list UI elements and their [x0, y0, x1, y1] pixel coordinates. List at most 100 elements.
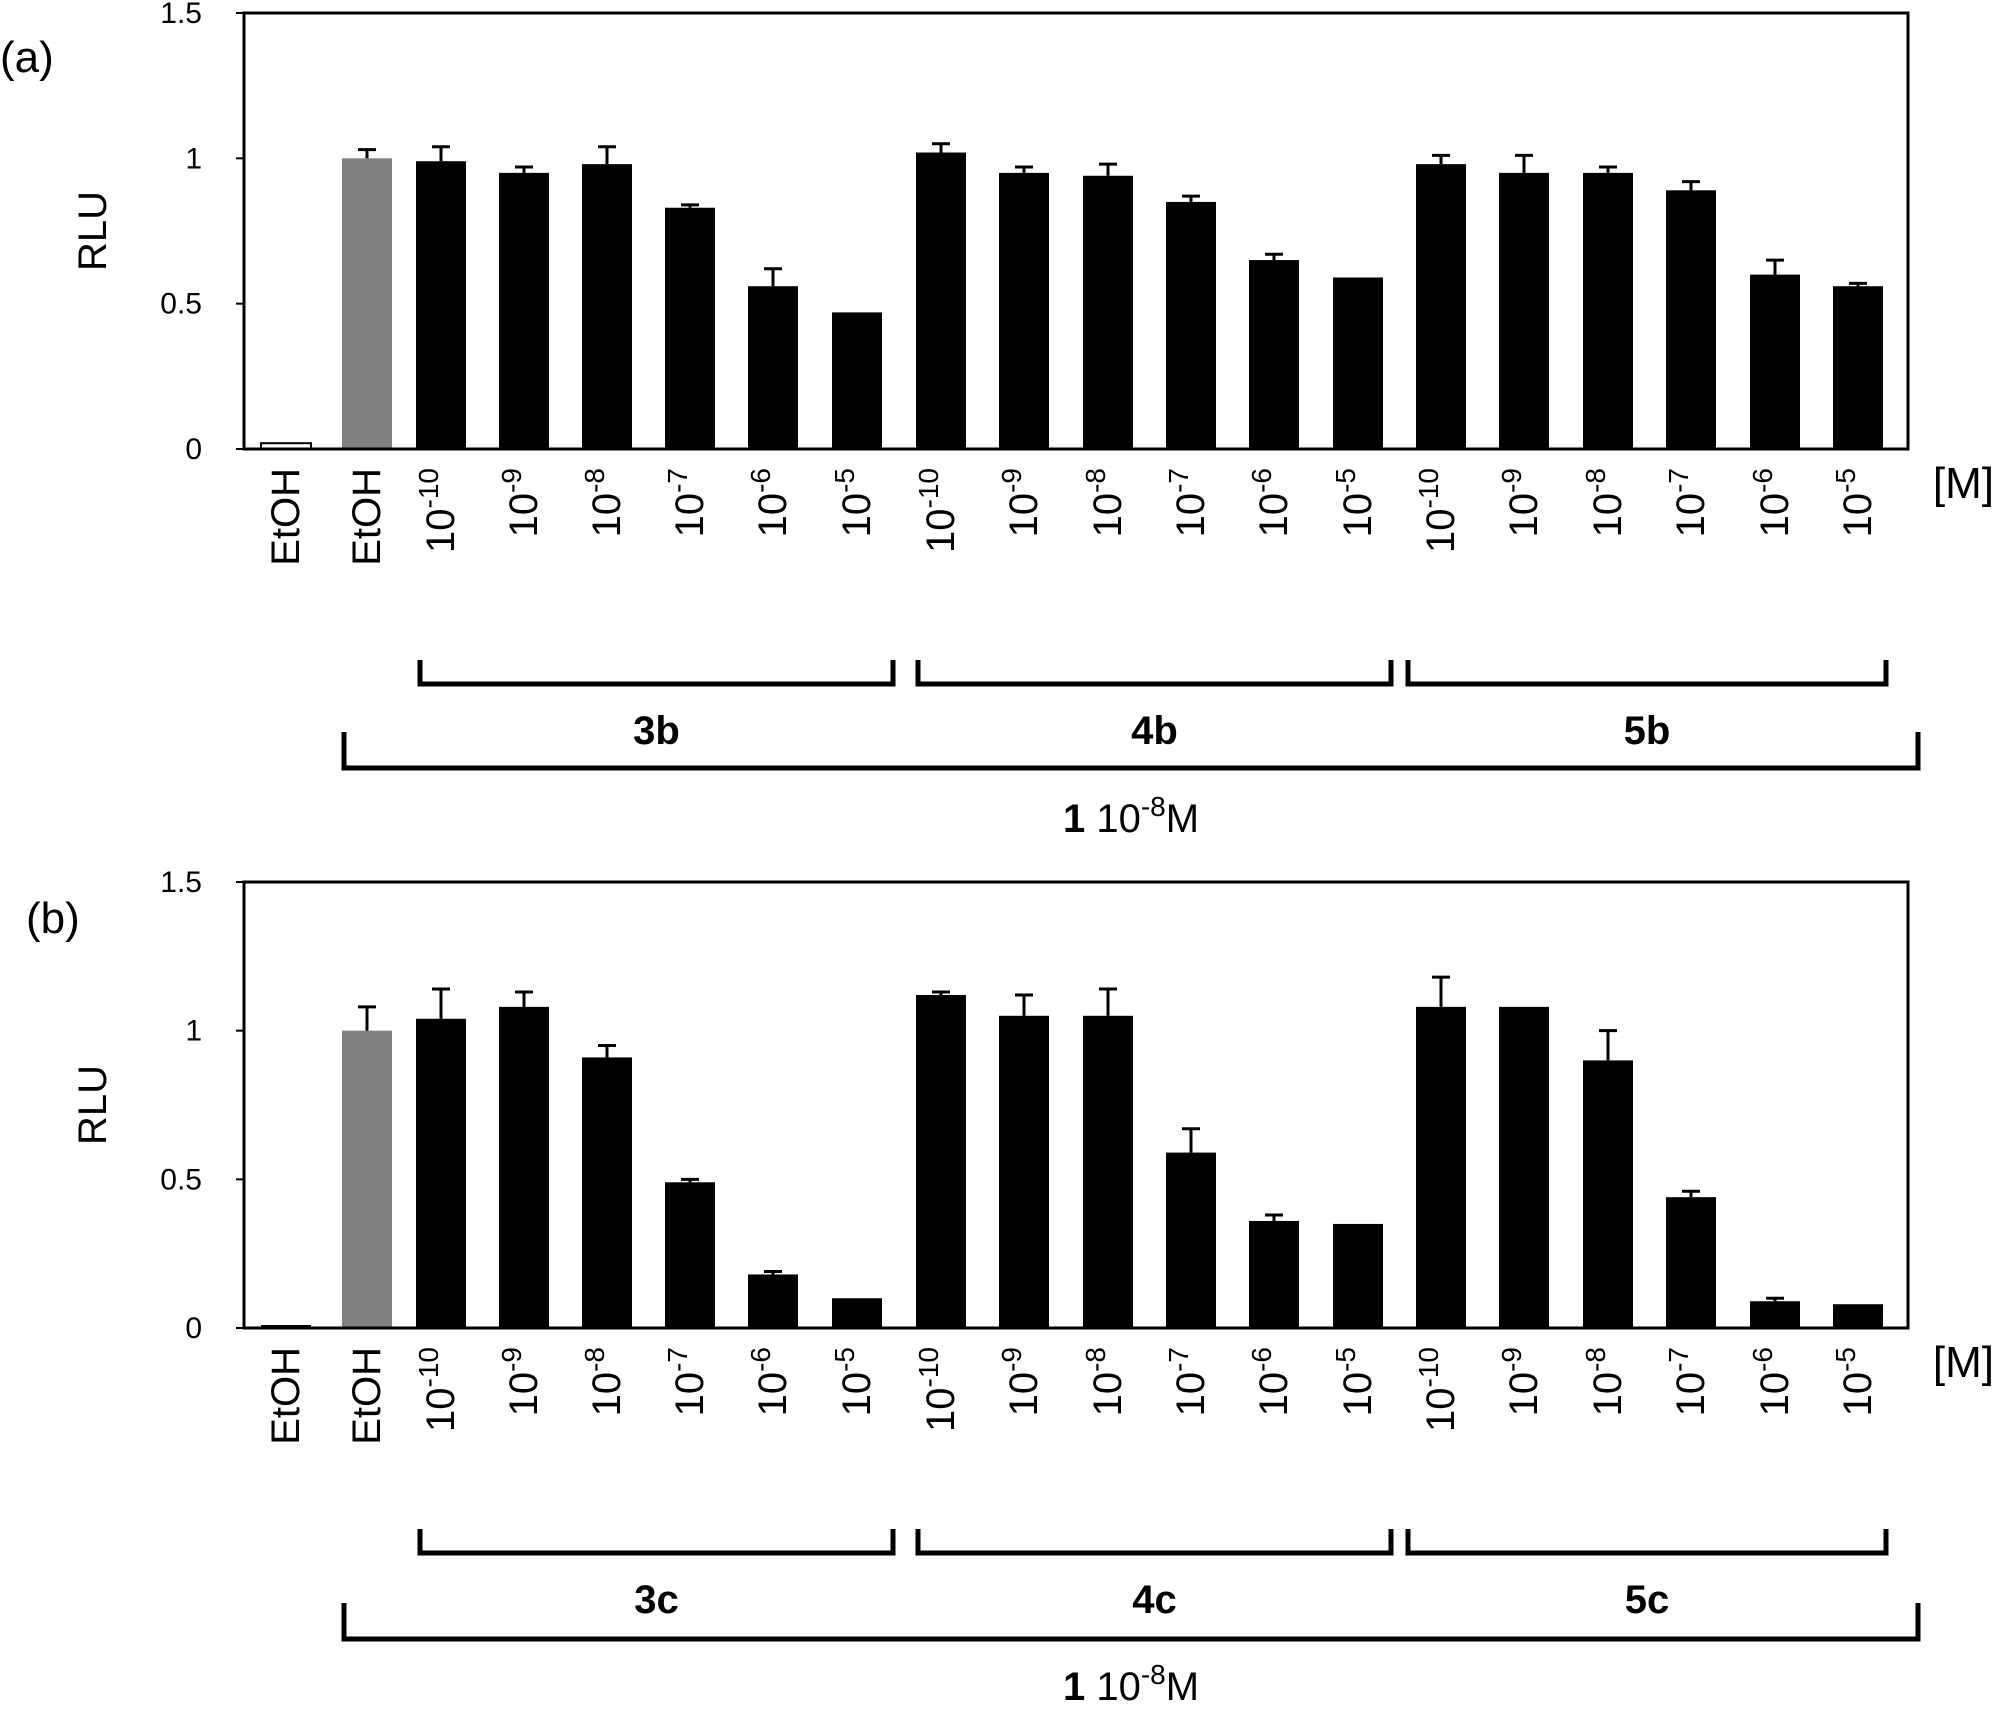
bar [1666, 1197, 1716, 1328]
x-tick-exponent: -5 [1330, 468, 1361, 493]
bar [416, 161, 466, 450]
x-tick-base: 10 [1086, 493, 1130, 538]
x-tick-exponent: -10 [913, 1347, 944, 1387]
bar [1666, 190, 1716, 449]
x-tick-base: 10 [1169, 493, 1213, 538]
y-axis-label: RLU [71, 191, 115, 271]
x-tick-base: EtOH [345, 468, 389, 566]
bar [1833, 1304, 1883, 1328]
plot-frame [242, 11, 1910, 451]
x-tick-base: 10 [919, 508, 963, 553]
x-tick-label: 10-8 [1080, 468, 1130, 537]
group-bracket [417, 1529, 896, 1556]
bar [499, 1006, 549, 1328]
x-tick-base: 10 [585, 493, 629, 538]
x-tick-label: EtOH [345, 468, 389, 566]
x-tick-base: 10 [751, 493, 795, 538]
bar [916, 994, 966, 1328]
x-tick-base: 10 [1502, 493, 1546, 538]
x-tick-label: 10-5 [1830, 1347, 1880, 1416]
x-tick-exponent: -7 [1163, 1347, 1194, 1372]
x-tick-exponent: -8 [579, 1347, 610, 1372]
x-tick-label: 10-8 [579, 468, 629, 537]
group-label: 5c [1625, 1578, 1670, 1622]
x-tick-label: 10-6 [1246, 1347, 1296, 1416]
group-bracket [915, 660, 1394, 687]
outer-group-unit: M [1166, 797, 1199, 841]
y-tick-label: 0.5 [160, 1163, 202, 1196]
x-tick-label: 10-10 [413, 1347, 463, 1432]
x-tick-base: EtOH [264, 1347, 308, 1445]
x-tick-label: 10-7 [662, 1347, 712, 1416]
x-tick-label: 10-5 [1830, 468, 1880, 537]
bar [916, 152, 966, 449]
x-tick-exponent: -7 [1663, 1347, 1694, 1372]
x-tick-base: 10 [835, 493, 879, 538]
x-tick-exponent: -8 [1080, 1347, 1111, 1372]
bar [1750, 274, 1800, 449]
bar [999, 1015, 1049, 1328]
bar [1416, 164, 1466, 449]
x-tick-label: 10-10 [913, 468, 963, 553]
bar [1499, 172, 1549, 449]
group-bracket [417, 660, 896, 687]
bar [1083, 175, 1133, 450]
x-tick-label: 10-10 [913, 1347, 963, 1432]
x-tick-base: 10 [668, 493, 712, 538]
x-tick-exponent: -6 [1747, 1347, 1778, 1372]
bar [1583, 172, 1633, 449]
x-tick-base: 10 [502, 1372, 546, 1417]
x-tick-label: 10-5 [1330, 1347, 1380, 1416]
x-tick-exponent: -10 [1413, 1347, 1444, 1387]
outer-group-compound: 1 [1063, 1665, 1085, 1709]
x-tick-base: 10 [835, 1372, 879, 1417]
x-tick-label: 10-6 [745, 468, 795, 537]
bar [748, 1274, 798, 1328]
x-tick-label: 10-9 [996, 468, 1046, 537]
bar [582, 1057, 632, 1328]
outer-group-conc-exponent: -8 [1141, 791, 1166, 822]
x-tick-label: 10-9 [496, 468, 546, 537]
x-tick-exponent: -8 [1580, 468, 1611, 493]
x-tick-exponent: -5 [1830, 468, 1861, 493]
x-tick-label: 10-10 [1413, 468, 1463, 553]
x-tick-base: 10 [1252, 493, 1296, 538]
group-label: 4b [1131, 709, 1178, 753]
outer-group-conc-base: 10 [1085, 797, 1141, 841]
x-tick-base: 10 [1669, 493, 1713, 538]
x-tick-exponent: -6 [1246, 468, 1277, 493]
bar [1249, 1220, 1299, 1328]
x-tick-base: 10 [1002, 1372, 1046, 1417]
x-tick-base: 10 [751, 1372, 795, 1417]
group-label: 5b [1624, 709, 1671, 753]
x-tick-base: 10 [1586, 493, 1630, 538]
x-tick-exponent: -9 [996, 1347, 1027, 1372]
bar [1750, 1301, 1800, 1328]
bar [1166, 201, 1216, 449]
x-tick-exponent: -7 [662, 1347, 693, 1372]
x-tick-label: 10-8 [579, 1347, 629, 1416]
x-tick-base: 10 [419, 508, 463, 553]
group-label: 4c [1132, 1578, 1177, 1622]
x-tick-exponent: -6 [1246, 1347, 1277, 1372]
unit-label: [M] [1933, 459, 1994, 508]
bar [665, 1182, 715, 1328]
group-bracket [915, 1529, 1394, 1556]
x-tick-base: 10 [668, 1372, 712, 1417]
bar [1333, 277, 1383, 449]
bar [1833, 286, 1883, 449]
y-tick-label: 1 [185, 142, 202, 175]
bar [342, 1030, 392, 1328]
x-tick-label: 10-5 [829, 468, 879, 537]
x-tick-label: 10-7 [1663, 468, 1713, 537]
outer-group-bracket [341, 1603, 1921, 1642]
y-tick-label: 0.5 [160, 288, 202, 321]
outer-group-label: 1 10-8M [1063, 1659, 1199, 1709]
y-tick-label: 1.5 [160, 866, 202, 899]
x-tick-base: 10 [1086, 1372, 1130, 1417]
bar [1416, 1006, 1466, 1328]
x-tick-exponent: -9 [1496, 468, 1527, 493]
